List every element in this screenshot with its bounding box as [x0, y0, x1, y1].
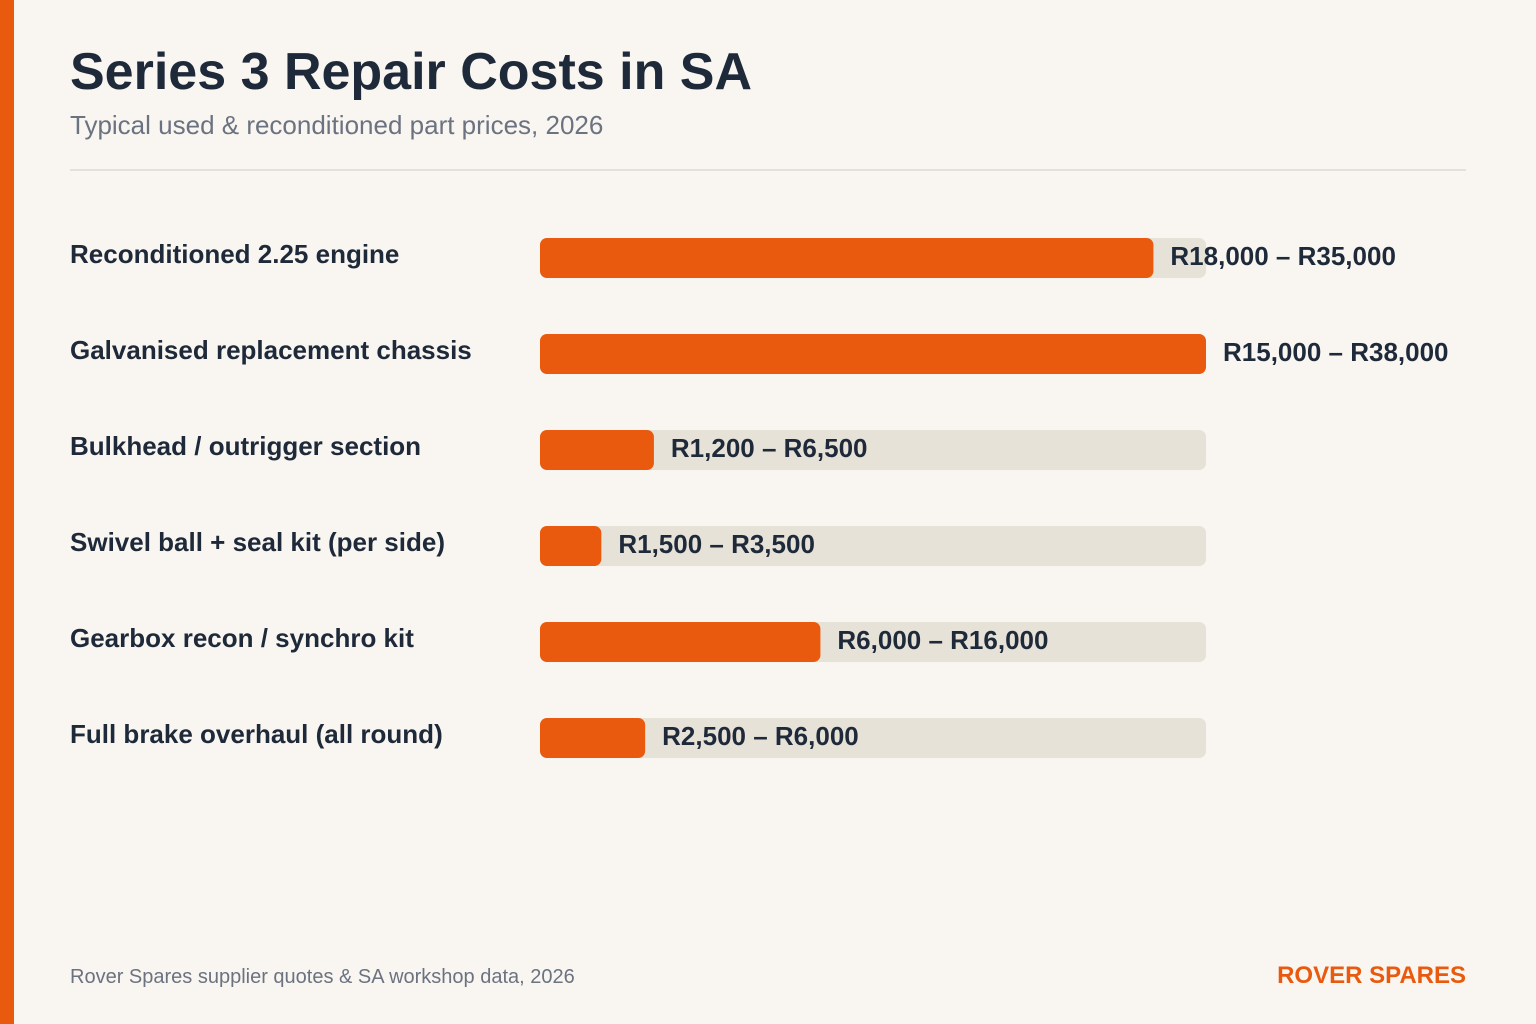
bar-track	[540, 430, 1206, 470]
category-label: Gearbox recon / synchro kit	[70, 623, 414, 653]
bar	[540, 622, 821, 662]
accent-bar	[0, 0, 14, 1024]
value-label: R1,500 – R3,500	[618, 529, 815, 559]
category-label: Galvanised replacement chassis	[70, 335, 472, 365]
bar-track	[540, 718, 1206, 758]
bar	[540, 526, 602, 566]
value-label: R18,000 – R35,000	[1170, 241, 1396, 271]
bar	[540, 718, 646, 758]
bar-row: Reconditioned 2.25 engine R18,000 – R35,0…	[70, 238, 1396, 278]
value-label: R1,200 – R6,500	[671, 433, 868, 463]
bar-row: Gearbox recon / synchro kit R6,000 – R16,…	[70, 622, 1206, 662]
chart-title: Series 3 Repair Costs in SA	[70, 43, 753, 101]
bar	[540, 238, 1154, 278]
source-note: Rover Spares supplier quotes & SA worksh…	[70, 966, 575, 988]
bar-row: Full brake overhaul (all round) R2,500 – …	[70, 718, 1206, 758]
bar-track	[540, 526, 1206, 566]
bar-row: Galvanised replacement chassis R15,000 – …	[70, 334, 1449, 374]
bar	[540, 430, 654, 470]
chart-subtitle: Typical used & reconditioned part prices…	[70, 110, 604, 140]
brand-logo: ROVER SPARES	[1277, 962, 1466, 989]
header-divider	[70, 169, 1466, 171]
bar-row: Bulkhead / outrigger section R1,200 – R6,…	[70, 430, 1206, 470]
category-label: Full brake overhaul (all round)	[70, 719, 443, 749]
value-label: R2,500 – R6,000	[662, 721, 859, 751]
category-label: Reconditioned 2.25 engine	[70, 239, 399, 269]
value-label: R6,000 – R16,000	[837, 625, 1048, 655]
category-label: Swivel ball + seal kit (per side)	[70, 527, 445, 557]
bar-row: Swivel ball + seal kit (per side) R1,500 …	[70, 526, 1206, 566]
category-label: Bulkhead / outrigger section	[70, 431, 421, 461]
value-label: R15,000 – R38,000	[1223, 337, 1449, 367]
bar	[540, 334, 1206, 374]
